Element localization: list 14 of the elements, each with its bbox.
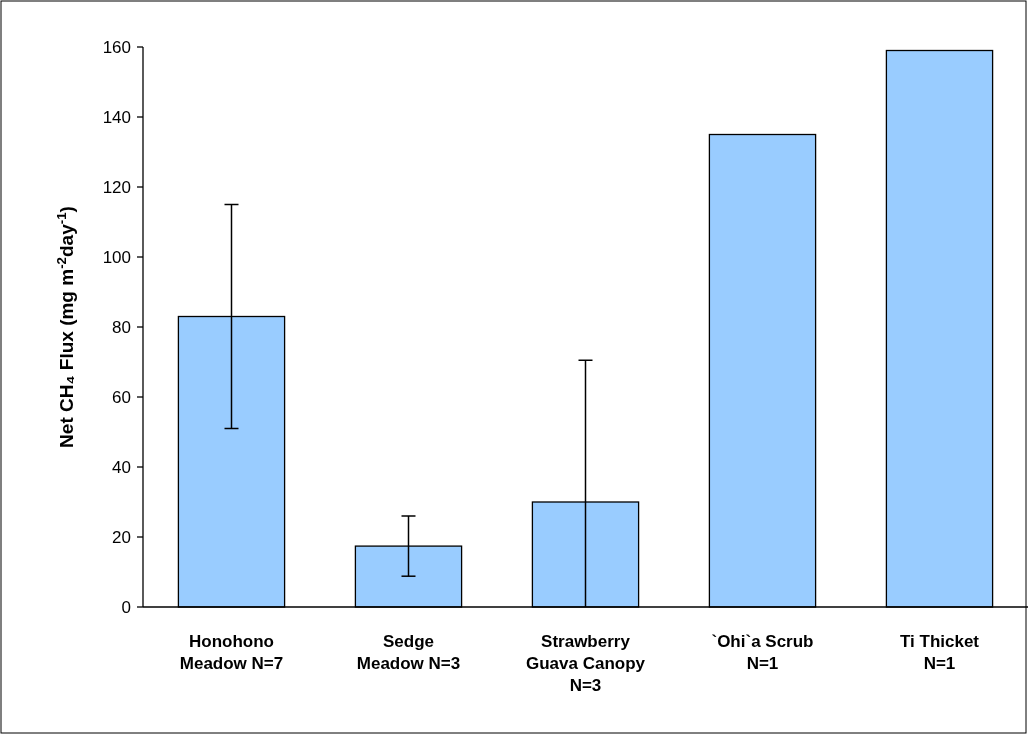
x-tick-label: Ti Thicket N=1 (899, 632, 980, 673)
x-tick-label: Honohono Meadow N=7 (179, 632, 284, 673)
y-tick-label: 20 (112, 527, 131, 547)
y-tick-label: 100 (102, 247, 131, 267)
x-tick-label: `Ohi`a Scrub N=1 (711, 632, 814, 673)
y-tick-label: 80 (112, 317, 131, 337)
x-tick-label: Sedge Meadow N=3 (356, 632, 461, 673)
y-tick-label: 160 (102, 37, 131, 57)
y-tick-label: 120 (102, 177, 131, 197)
y-tick-label: 140 (102, 107, 131, 127)
y-tick-label: 0 (121, 597, 131, 617)
y-tick-label: 60 (112, 387, 131, 407)
x-tick-label: Strawberry Guava Canopy N=3 (525, 632, 646, 695)
y-tick-label: 40 (112, 457, 131, 477)
